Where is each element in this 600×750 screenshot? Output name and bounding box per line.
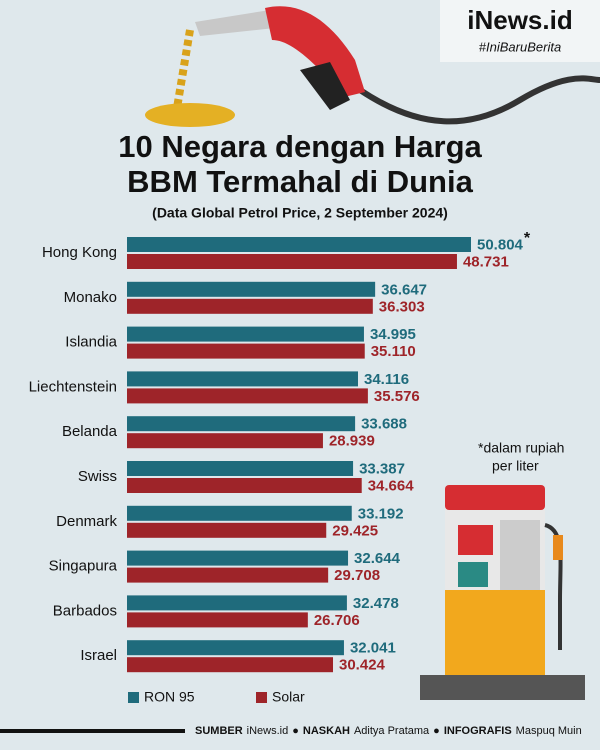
bar (127, 522, 327, 538)
value-label: 33.192 (358, 505, 404, 522)
bar (127, 326, 364, 342)
value-label: 34.664 (368, 477, 415, 494)
footer-separator: ● (433, 725, 440, 737)
category-label: Monako (64, 289, 117, 306)
bar (127, 298, 373, 314)
note-line: per liter (492, 458, 539, 474)
legend-swatch (256, 692, 267, 703)
fuel-pump (420, 485, 585, 700)
legend-swatch (128, 692, 139, 703)
bar (127, 461, 354, 476)
bar (127, 612, 308, 628)
bar (127, 433, 323, 449)
value-label: 32.478 (353, 595, 399, 612)
footer-label: SUMBER (195, 725, 243, 737)
legend-label: RON 95 (144, 689, 195, 705)
value-label: 30.424 (339, 657, 386, 674)
category-label: Israel (80, 647, 117, 664)
bar (127, 567, 329, 583)
bar (127, 343, 365, 359)
value-label: 29.425 (332, 522, 378, 539)
category-label: Barbados (53, 602, 117, 619)
value-label: 34.116 (364, 371, 409, 388)
value-label: 50.804 (477, 236, 524, 253)
subtitle: (Data Global Petrol Price, 2 September 2… (152, 205, 448, 221)
category-label: Hong Kong (42, 244, 117, 261)
bar (127, 371, 359, 387)
value-label: 28.939 (329, 433, 375, 450)
brand-box (440, 0, 600, 62)
bar (127, 657, 334, 673)
bar (127, 505, 352, 521)
title-line: BBM Termahal di Dunia (127, 164, 473, 199)
title-line: 10 Negara dengan Harga (118, 129, 482, 164)
category-label: Belanda (62, 423, 118, 440)
bar (127, 640, 344, 656)
bar (127, 281, 376, 297)
note-line: *dalam rupiah (478, 440, 564, 456)
footer-value: Maspuq Muin (516, 725, 582, 737)
note-marker: * (524, 230, 531, 247)
footer-label: INFOGRAFIS (444, 725, 512, 737)
value-label: 32.041 (350, 640, 396, 657)
brand: iNews.id #IniBaruBerita (440, 0, 600, 62)
category-label: Liechtenstein (29, 378, 117, 395)
fuel-nozzle (145, 6, 600, 127)
bar (127, 388, 368, 404)
bar (127, 416, 356, 432)
footer-value: Aditya Pratama (354, 725, 430, 737)
legend-label: Solar (272, 689, 305, 705)
value-label: 48.731 (463, 253, 509, 270)
value-label: 26.706 (314, 612, 360, 629)
bar (127, 595, 347, 611)
category-label: Swiss (78, 468, 117, 485)
category-label: Islandia (65, 334, 117, 351)
brand-tag: #IniBaruBerita (479, 39, 561, 54)
footer-value: iNews.id (247, 725, 289, 737)
value-label: 33.387 (359, 460, 405, 477)
footer-separator: ● (292, 725, 299, 737)
bar (127, 254, 457, 269)
value-label: 33.688 (361, 416, 407, 433)
value-label: 36.647 (381, 281, 427, 298)
bar (127, 237, 471, 252)
value-label: 29.708 (334, 567, 380, 584)
footer-label: NASKAH (303, 725, 350, 737)
brand-name: iNews.id (467, 5, 572, 35)
footer: SUMBER iNews.id ● NASKAH Aditya Pratama ● INFO… (195, 725, 582, 737)
category-label: Denmark (56, 513, 117, 530)
value-label: 34.995 (370, 326, 416, 343)
value-label: 35.110 (371, 343, 416, 360)
category-label: Singapura (49, 558, 118, 575)
bar (127, 478, 362, 493)
bar (127, 550, 349, 566)
value-label: 32.644 (354, 550, 401, 567)
value-label: 35.576 (374, 388, 420, 405)
value-label: 36.303 (379, 298, 425, 315)
